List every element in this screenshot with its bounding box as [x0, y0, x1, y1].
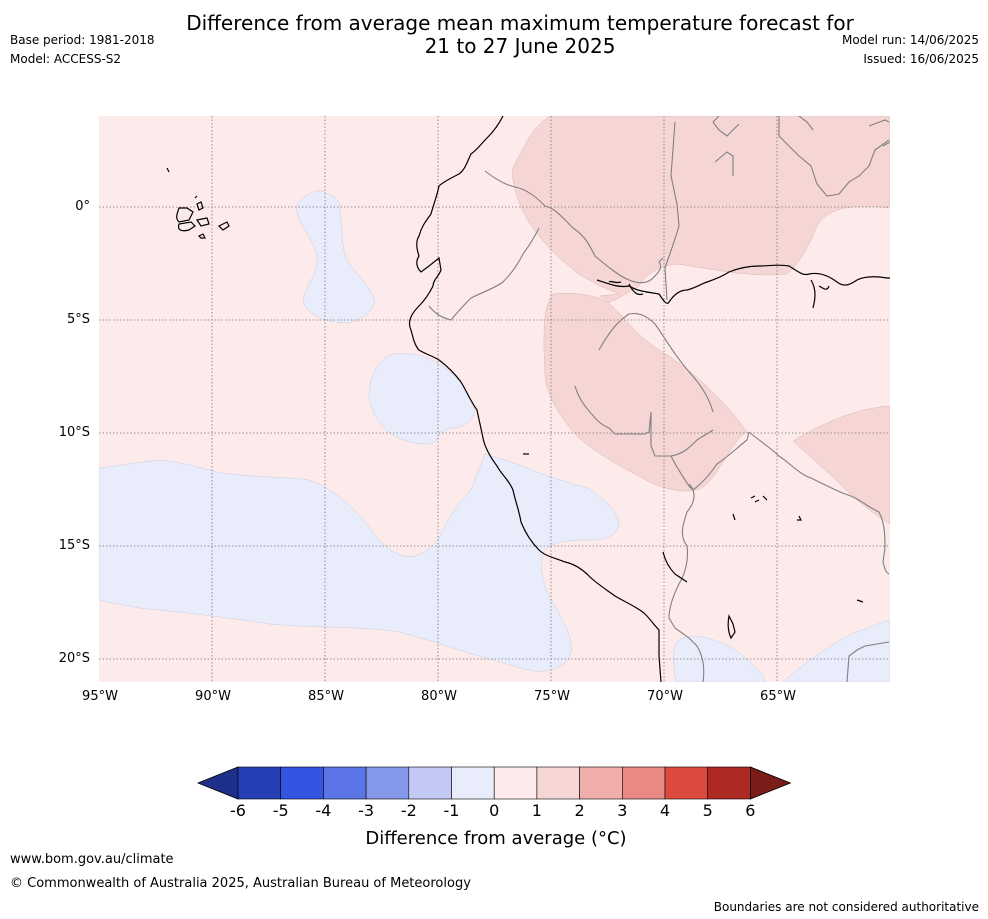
anomaly-minus1-to-0-galapagos-west — [296, 190, 376, 324]
lon-label-90w: 90°W — [195, 689, 231, 704]
map-title: Difference from average mean maximum tem… — [0, 12, 988, 58]
colorbar-cell — [621, 766, 666, 800]
lon-label-85w: 85°W — [308, 689, 344, 704]
anomaly-minus1-to-0-south-pacific — [99, 453, 620, 673]
anomaly-1-to-2-region-north — [511, 116, 890, 492]
lon-label-70w: 70°W — [647, 689, 683, 704]
colorbar-cell — [365, 766, 410, 800]
base-period: Base period: 1981-2018 — [10, 33, 155, 47]
model-name: Model: ACCESS-S2 — [10, 52, 122, 66]
colorbar — [196, 766, 792, 800]
map-title-line1: Difference from average mean maximum tem… — [186, 11, 854, 35]
colorbar-extend-high — [750, 766, 792, 800]
boundaries-disclaimer: Boundaries are not considered authoritat… — [713, 900, 979, 914]
lat-label-10s: 10°S — [58, 425, 90, 440]
colorbar-extend-low — [196, 766, 239, 800]
colorbar-cell — [451, 766, 495, 800]
issued-date: Issued: 16/06/2025 — [863, 52, 979, 66]
colorbar-label: Difference from average (°C) — [365, 828, 627, 849]
lat-label-15s: 15°S — [58, 538, 90, 553]
colorbar-tick-label: -4 — [315, 801, 332, 820]
lon-label-80w: 80°W — [421, 689, 457, 704]
colorbar-tick-label: -5 — [272, 801, 289, 820]
colorbar-tick-label: 3 — [617, 801, 628, 820]
lat-label-0: 0° — [75, 199, 90, 214]
anomaly-minus1-to-0-coastal — [368, 353, 476, 445]
colorbar-cell — [237, 766, 282, 800]
colorbar-cell — [280, 766, 324, 800]
colorbar-tick-label: -1 — [443, 801, 460, 820]
colorbar-tick-label: 5 — [702, 801, 713, 820]
colorbar-tick-label: -3 — [358, 801, 375, 820]
colorbar-tick-label: 2 — [574, 801, 585, 820]
colorbar-cell — [579, 766, 623, 800]
lon-label-65w: 65°W — [760, 689, 796, 704]
colorbar-cell — [493, 766, 538, 800]
colorbar-cell — [323, 766, 367, 800]
colorbar-tick-label: 6 — [745, 801, 756, 820]
forecast-map — [99, 116, 890, 682]
lat-label-5s: 5°S — [66, 312, 90, 327]
colorbar-cell — [707, 766, 751, 800]
website-link[interactable]: www.bom.gov.au/climate — [10, 852, 174, 867]
lat-label-20s: 20°S — [58, 651, 90, 666]
lon-label-95w: 95°W — [82, 689, 118, 704]
gridlines — [99, 116, 890, 682]
copyright-notice: © Commonwealth of Australia 2025, Austra… — [10, 876, 471, 891]
colorbar-tick-label: 1 — [531, 801, 542, 820]
lon-label-75w: 75°W — [534, 689, 570, 704]
colorbar-cell — [408, 766, 452, 800]
colorbar-tick-label: 4 — [659, 801, 671, 820]
coastlines — [166, 116, 890, 682]
colorbar-tick-label: -2 — [400, 801, 417, 820]
colorbar-tick-label: -6 — [230, 801, 246, 820]
map-title-line2: 21 to 27 June 2025 — [424, 34, 616, 58]
model-run: Model run: 14/06/2025 — [841, 33, 979, 47]
colorbar-cells — [196, 766, 792, 800]
anomaly-minus1-to-0-southeast — [673, 619, 890, 682]
colorbar-cell — [664, 766, 709, 800]
country-borders — [428, 116, 890, 682]
colorbar-tick-label: 0 — [489, 801, 500, 820]
colorbar-cell — [536, 766, 580, 800]
